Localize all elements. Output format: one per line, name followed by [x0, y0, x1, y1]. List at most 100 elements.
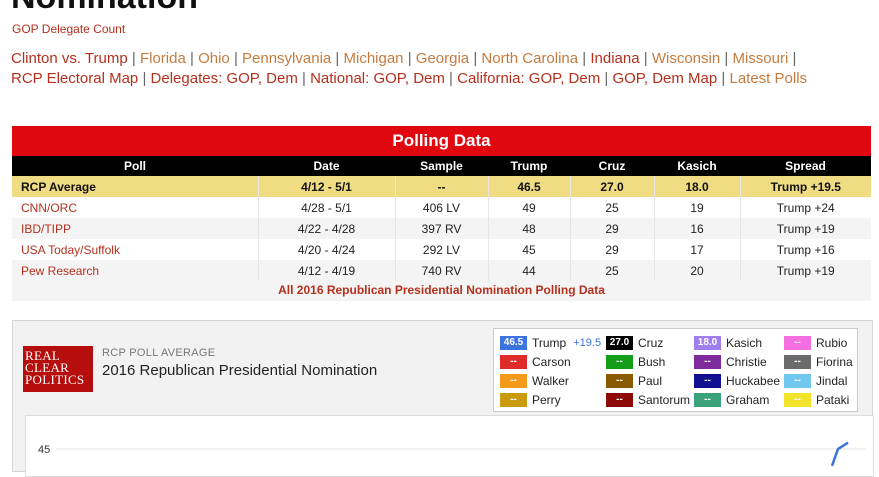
all-polling-data-link[interactable]: All 2016 Republican Presidential Nominat…	[12, 281, 871, 301]
link-pennsylvania[interactable]: Pennsylvania	[242, 50, 332, 67]
legend-item-paul[interactable]: -- Paul	[606, 373, 663, 388]
link-delegates[interactable]: Delegates: GOP, Dem	[150, 70, 298, 87]
poll-trump: 46.5	[488, 176, 571, 197]
poll-cruz: 29	[570, 239, 655, 260]
legend-label: Santorum	[638, 392, 691, 407]
legend-item-graham[interactable]: -- Graham	[694, 392, 770, 407]
legend-item-trump[interactable]: 46.5 Trump +19.5	[500, 335, 601, 350]
poll-cruz: 25	[570, 260, 655, 281]
series-line-trump	[830, 441, 849, 467]
table-row: USA Today/Suffolk 4/20 - 4/24 292 LV 45 …	[12, 239, 871, 260]
legend-label: Christie	[726, 354, 767, 369]
poll-kasich: 17	[654, 239, 741, 260]
col-spread: Spread	[740, 156, 871, 176]
col-cruz: Cruz	[570, 156, 654, 176]
poll-name-link[interactable]: USA Today/Suffolk	[12, 239, 259, 260]
col-poll: Poll	[12, 156, 258, 176]
link-clinton-vs-trump[interactable]: Clinton vs. Trump	[11, 50, 128, 67]
link-georgia[interactable]: Georgia	[415, 50, 470, 67]
link-national[interactable]: National: GOP, Dem	[310, 70, 445, 87]
legend-swatch: --	[606, 392, 633, 407]
delegate-count-link[interactable]: GOP Delegate Count	[12, 22, 126, 36]
link-indiana[interactable]: Indiana	[590, 50, 640, 67]
poll-cruz: 29	[570, 218, 655, 239]
poll-date: 4/28 - 5/1	[258, 197, 396, 218]
poll-kasich: 19	[654, 197, 741, 218]
poll-kasich: 20	[654, 260, 741, 281]
legend-label: Trump	[532, 335, 567, 350]
poll-sample: --	[395, 176, 489, 197]
rcp-average-row: RCP Average 4/12 - 5/1 -- 46.5 27.0 18.0…	[12, 176, 871, 197]
legend-item-santorum[interactable]: -- Santorum	[606, 392, 691, 407]
legend-item-christie[interactable]: -- Christie	[694, 354, 767, 369]
legend-item-bush[interactable]: -- Bush	[606, 354, 666, 369]
legend-item-fiorina[interactable]: -- Fiorina	[784, 354, 853, 369]
legend-label: Cruz	[638, 335, 664, 350]
legend-label: Carson	[532, 354, 571, 369]
poll-trump: 45	[488, 239, 571, 260]
link-electoral-map[interactable]: RCP Electoral Map	[11, 70, 139, 87]
legend-item-carson[interactable]: -- Carson	[500, 354, 571, 369]
table-row: Pew Research 4/12 - 4/19 740 RV 44 25 20…	[12, 260, 871, 281]
poll-trump: 49	[488, 197, 571, 218]
legend-label: Bush	[638, 354, 666, 369]
rcp-average-chart-panel: REAL CLEAR POLITICS RCP POLL AVERAGE 201…	[12, 320, 874, 477]
chart-title: 2016 Republican Presidential Nomination	[102, 362, 378, 379]
link-gop-dem-map[interactable]: GOP, Dem Map	[612, 70, 718, 87]
poll-cruz: 25	[570, 197, 655, 218]
legend-label: Huckabee	[726, 373, 781, 388]
legend-swatch: --	[606, 373, 633, 388]
legend-swatch: --	[694, 373, 721, 388]
legend-swatch: --	[784, 335, 811, 350]
legend-swatch: 18.0	[694, 335, 721, 350]
poll-date: 4/22 - 4/28	[258, 218, 396, 239]
col-sample: Sample	[395, 156, 488, 176]
link-california[interactable]: California: GOP, Dem	[457, 70, 601, 87]
link-ohio[interactable]: Ohio	[198, 50, 230, 67]
legend-item-cruz[interactable]: 27.0 Cruz	[606, 335, 664, 350]
table-header-row: Poll Date Sample Trump Cruz Kasich Sprea…	[12, 156, 871, 176]
legend-label: Walker	[532, 373, 569, 388]
poll-name-link[interactable]: CNN/ORC	[12, 197, 259, 218]
link-wisconsin[interactable]: Wisconsin	[651, 50, 721, 67]
legend-item-kasich[interactable]: 18.0 Kasich	[694, 335, 763, 350]
link-latest-polls[interactable]: Latest Polls	[729, 70, 808, 87]
link-missouri[interactable]: Missouri	[732, 50, 789, 67]
legend-label: Paul	[638, 373, 663, 388]
link-florida[interactable]: Florida	[139, 50, 186, 67]
polling-data-table: Polling Data Poll Date Sample Trump Cruz…	[12, 126, 871, 301]
legend-swatch: --	[784, 354, 811, 369]
legend-item-jindal[interactable]: -- Jindal	[784, 373, 848, 388]
table-row: IBD/TIPP 4/22 - 4/28 397 RV 48 29 16 Tru…	[12, 218, 871, 239]
legend-swatch: --	[784, 373, 811, 388]
legend-item-huckabee[interactable]: -- Huckabee	[694, 373, 781, 388]
link-michigan[interactable]: Michigan	[343, 50, 404, 67]
chart-legend: 46.5 Trump +19.5 27.0 Cruz 18.0 Kasich -- Rubio -…	[493, 328, 858, 412]
legend-label: Jindal	[816, 373, 848, 388]
legend-item-walker[interactable]: -- Walker	[500, 373, 569, 388]
poll-trump: 48	[488, 218, 571, 239]
chart-caption: RCP POLL AVERAGE	[102, 347, 216, 359]
page-title: Nomination	[11, 0, 198, 17]
legend-label: Graham	[726, 392, 770, 407]
legend-swatch: 46.5	[500, 335, 527, 350]
legend-swatch: --	[784, 392, 811, 407]
rcp-logo: REAL CLEAR POLITICS	[23, 346, 93, 392]
legend-label: Rubio	[816, 335, 848, 350]
legend-label: Fiorina	[816, 354, 853, 369]
poll-name-link[interactable]: IBD/TIPP	[12, 218, 259, 239]
related-links: Clinton vs. Trump | Florida | Ohio | Pen…	[11, 50, 808, 87]
col-kasich: Kasich	[654, 156, 740, 176]
poll-sample: 397 RV	[395, 218, 489, 239]
link-north-carolina[interactable]: North Carolina	[481, 50, 579, 67]
legend-swatch: --	[500, 392, 527, 407]
legend-item-pataki[interactable]: -- Pataki	[784, 392, 850, 407]
legend-item-perry[interactable]: -- Perry	[500, 392, 561, 407]
poll-name-link[interactable]: Pew Research	[12, 260, 259, 281]
legend-item-rubio[interactable]: -- Rubio	[784, 335, 848, 350]
poll-spread: Trump +19	[740, 260, 871, 281]
poll-date: 4/20 - 4/24	[258, 239, 396, 260]
legend-label: Kasich	[726, 335, 763, 350]
chart-svg: 45	[38, 441, 866, 467]
legend-label: Pataki	[816, 392, 850, 407]
